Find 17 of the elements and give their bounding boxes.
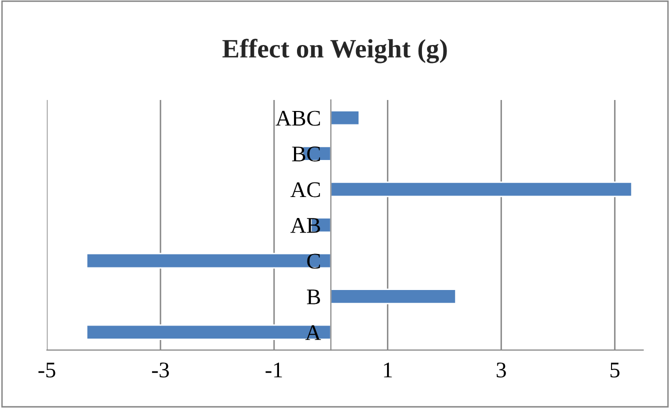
y-tick-label: B <box>306 290 320 304</box>
bar <box>86 324 332 340</box>
y-tick-label: ABC <box>276 110 320 126</box>
x-tick-label: 1 <box>384 362 392 378</box>
bar <box>330 110 360 126</box>
y-tick-label: C <box>307 254 320 269</box>
x-tick-label: 3 <box>496 362 506 378</box>
bar <box>86 252 332 269</box>
chart-title: Effect on Weight (g) <box>222 38 447 64</box>
bar <box>330 181 633 198</box>
x-tick-label: 5 <box>610 362 620 378</box>
bar <box>330 288 456 304</box>
y-tick-label: AC <box>290 182 320 198</box>
x-tick-label: -5 <box>38 362 56 378</box>
x-tick-label: -3 <box>152 362 169 378</box>
y-tick-label: A <box>305 325 321 340</box>
x-tick-label: -1 <box>266 362 282 378</box>
